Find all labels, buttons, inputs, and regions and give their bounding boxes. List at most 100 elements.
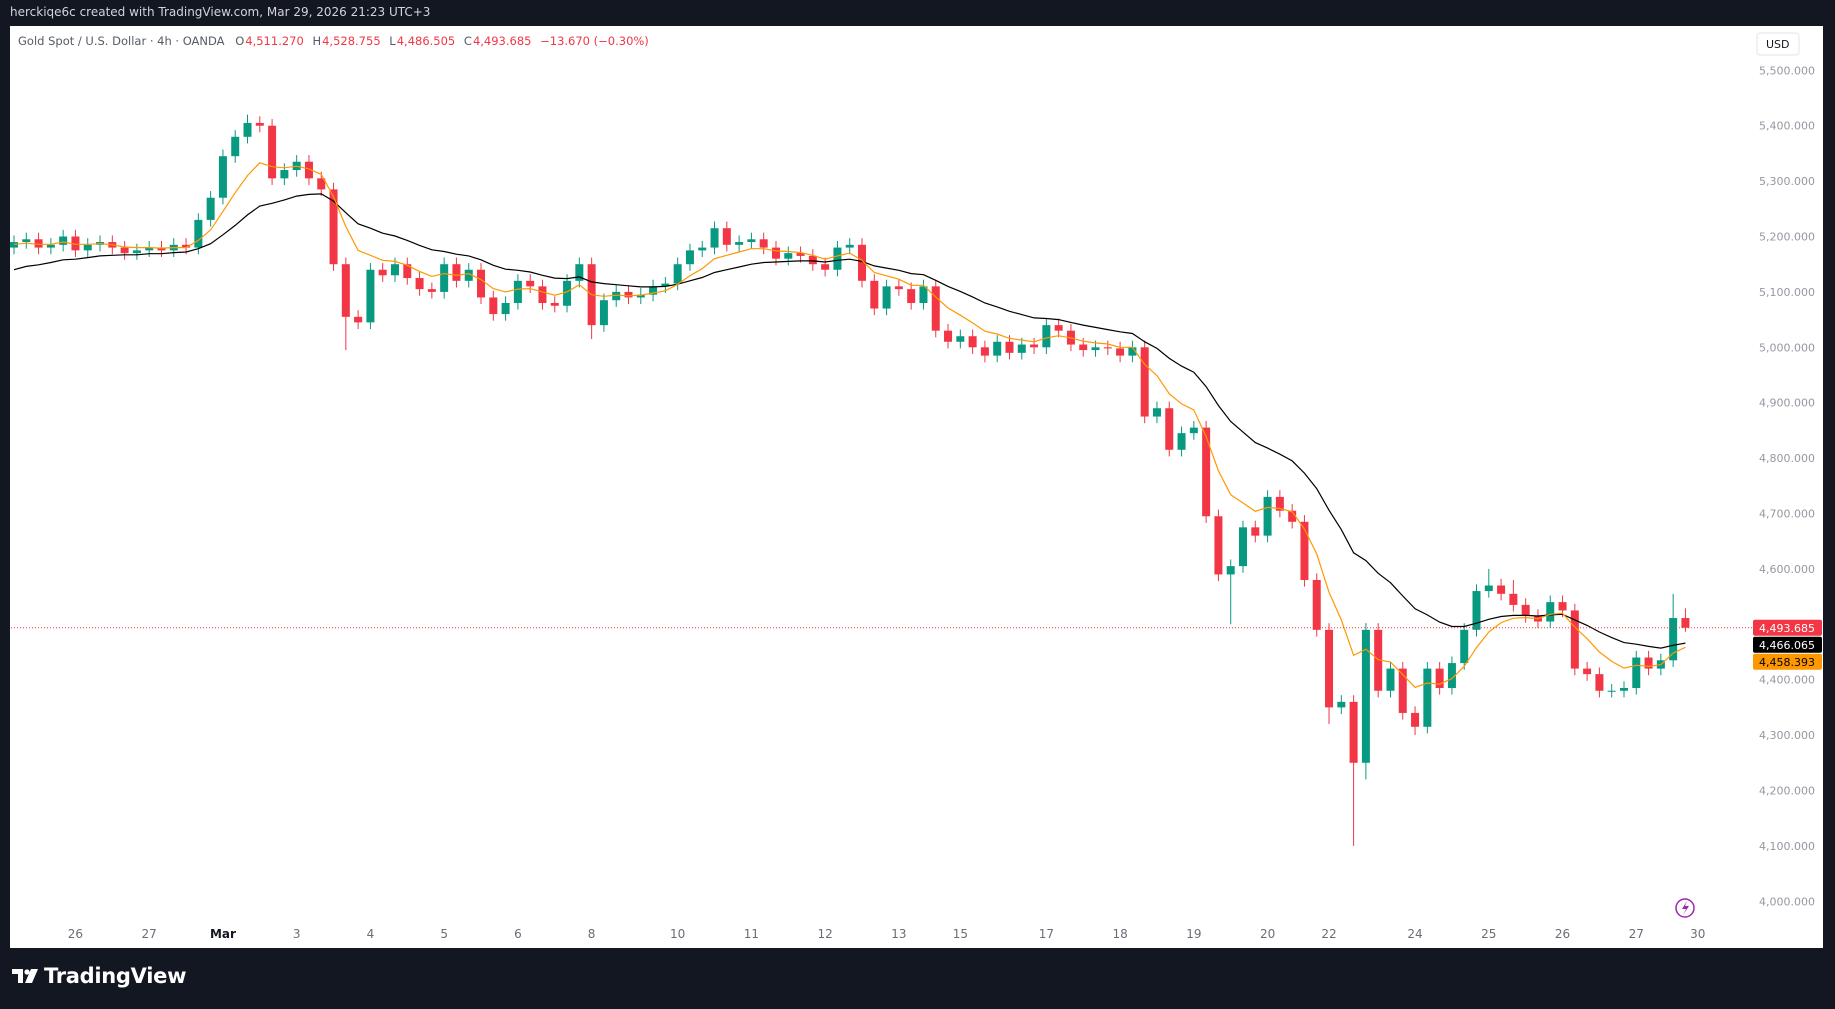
candle-body bbox=[1607, 690, 1616, 692]
candle-body bbox=[378, 269, 387, 276]
candle-body bbox=[34, 239, 43, 248]
candle-body bbox=[636, 294, 645, 298]
candle-body bbox=[1226, 566, 1235, 575]
candle-body bbox=[980, 347, 989, 356]
chart-background bbox=[10, 26, 1823, 948]
lightning-icon[interactable] bbox=[1675, 898, 1695, 918]
candle-body bbox=[83, 244, 92, 251]
candle-body bbox=[612, 291, 621, 301]
candle-body bbox=[513, 280, 522, 303]
candle-body bbox=[538, 286, 547, 303]
candle-body bbox=[390, 264, 399, 276]
candle-body bbox=[1214, 516, 1223, 575]
x-tick-label: 22 bbox=[1321, 927, 1336, 941]
legend-value: 4,493.685 bbox=[472, 34, 532, 48]
candle-body bbox=[698, 247, 707, 251]
candle-body bbox=[845, 244, 854, 248]
x-tick-label: 26 bbox=[68, 927, 83, 941]
x-tick-label: 15 bbox=[953, 927, 968, 941]
legend: Gold Spot / U.S. Dollar · 4h · OANDA O4,… bbox=[18, 34, 654, 48]
candle-body bbox=[1079, 344, 1088, 351]
y-tick-label: 4,800.000 bbox=[1759, 452, 1815, 465]
legend-value: 4,528.755 bbox=[322, 34, 381, 48]
candle-body bbox=[132, 250, 141, 254]
candle-body bbox=[1054, 325, 1063, 331]
price-box-label: 4,466.065 bbox=[1759, 639, 1815, 652]
candle-body bbox=[1202, 427, 1211, 517]
candle-body bbox=[1263, 496, 1272, 536]
y-tick-label: 5,000.000 bbox=[1759, 341, 1815, 354]
indicator-line bbox=[13, 162, 1686, 689]
candle-body bbox=[759, 239, 768, 248]
x-tick-label: 11 bbox=[744, 927, 759, 941]
candle-body bbox=[1312, 579, 1321, 630]
candle-body bbox=[1165, 408, 1174, 450]
lightning-bolt bbox=[1682, 901, 1689, 915]
candle-body bbox=[722, 228, 731, 245]
candle-body bbox=[354, 316, 363, 323]
candle-body bbox=[1497, 585, 1506, 594]
candle-body bbox=[1570, 610, 1579, 669]
price-box-label: 4,458.393 bbox=[1759, 656, 1815, 669]
candle-body bbox=[710, 228, 719, 248]
y-tick-label: 4,100.000 bbox=[1759, 840, 1815, 853]
currency-label: USD bbox=[1766, 38, 1790, 51]
candle-body bbox=[624, 291, 633, 298]
candle-body bbox=[1128, 347, 1137, 356]
candle-body bbox=[1017, 344, 1026, 353]
candle-body bbox=[1411, 712, 1420, 727]
candle-body bbox=[22, 239, 31, 243]
candle-body bbox=[1669, 618, 1678, 661]
candle-body bbox=[1116, 348, 1125, 356]
candle-body bbox=[550, 302, 559, 306]
candle-body bbox=[796, 253, 805, 256]
y-tick-label: 4,700.000 bbox=[1759, 507, 1815, 520]
candle-body bbox=[1632, 657, 1641, 688]
candle-body bbox=[304, 161, 313, 179]
candle-body bbox=[10, 242, 18, 248]
y-tick-label: 5,300.000 bbox=[1759, 175, 1815, 188]
candle-body bbox=[1042, 325, 1051, 348]
candle-body bbox=[1460, 629, 1469, 664]
legend-value: 4,511.270 bbox=[245, 34, 304, 48]
candle-body bbox=[1337, 701, 1346, 708]
legend-change: −13.670 (−0.30%) bbox=[540, 34, 649, 48]
y-tick-label: 4,400.000 bbox=[1759, 674, 1815, 687]
price-axis: 4,000.000 4,100.000 4,200.000 4,300.000 4,40… bbox=[1752, 64, 1822, 908]
legend-key: L bbox=[389, 34, 396, 48]
candle-body bbox=[1177, 433, 1186, 450]
candle-body bbox=[685, 250, 694, 265]
header-text: herckiqe6c created with TradingView.com,… bbox=[10, 5, 431, 19]
candle-body bbox=[1030, 344, 1039, 348]
candle-body bbox=[145, 247, 154, 251]
candle-body bbox=[1583, 668, 1592, 675]
candle-body bbox=[907, 289, 916, 303]
candle-body bbox=[1484, 585, 1493, 592]
legend-key: O bbox=[235, 34, 245, 48]
candle-body bbox=[489, 297, 498, 315]
candle-body bbox=[882, 286, 891, 309]
candle-body bbox=[1251, 527, 1260, 536]
x-tick-label: 8 bbox=[588, 927, 596, 941]
candle-body bbox=[575, 264, 584, 281]
candle-body bbox=[894, 286, 903, 290]
candle-body bbox=[1288, 510, 1297, 522]
candle-body bbox=[1361, 629, 1370, 763]
candle-body bbox=[944, 330, 953, 342]
y-tick-label: 5,200.000 bbox=[1759, 231, 1815, 244]
candle-body bbox=[858, 244, 867, 281]
candle-body bbox=[280, 170, 289, 179]
candle-body bbox=[808, 255, 817, 265]
candle-body bbox=[968, 336, 977, 348]
candle-body bbox=[931, 286, 940, 331]
candle-body bbox=[46, 244, 55, 248]
candle-body bbox=[59, 236, 68, 245]
price-box bbox=[1753, 619, 1822, 636]
candle-body bbox=[1681, 618, 1690, 628]
candle-body bbox=[120, 247, 129, 254]
candle-body bbox=[317, 178, 326, 190]
x-tick-label: 3 bbox=[293, 927, 301, 941]
x-tick-label: 10 bbox=[670, 927, 685, 941]
candle-body bbox=[1300, 521, 1309, 580]
candle-body bbox=[735, 242, 744, 245]
